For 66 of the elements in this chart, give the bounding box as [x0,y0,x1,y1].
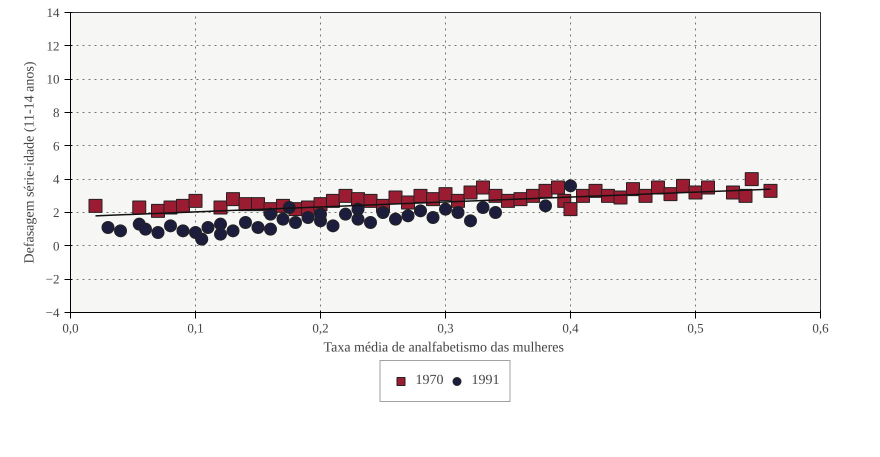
y-tick-label: 8 [53,105,60,120]
y-tick-label: 4 [53,172,60,187]
point [389,212,402,226]
point [289,216,302,229]
point [132,200,146,214]
point [414,204,427,218]
y-tick-label: 14 [46,5,60,20]
point [744,172,759,186]
point [302,211,314,224]
point [564,202,578,216]
point [452,206,464,219]
point [364,216,377,229]
point [152,226,164,239]
point [426,211,440,224]
point [564,179,577,192]
point [264,208,277,221]
point [102,221,114,234]
x-tick-label: 0,4 [562,320,580,336]
point [226,224,240,238]
point [88,198,102,213]
point [438,187,452,202]
y-tick-label: 6 [53,138,60,154]
point [239,216,252,229]
x-tick-label: 0,3 [437,320,454,336]
point [764,184,778,198]
y-tick-label: 0 [53,238,60,254]
x-tick-label: 0,1 [187,320,204,336]
x-tick-label: 0,0 [62,320,79,336]
x-tick-label: 0,2 [312,320,329,336]
y-tick-label: −4 [46,305,60,320]
point [476,180,490,194]
point [226,192,240,206]
y-tick-label: 12 [46,38,60,54]
point [489,206,502,219]
point [176,224,190,238]
point [439,202,452,216]
point [188,194,202,208]
point [164,219,177,232]
y-axis-title: Defasagem série-idade (11-14 anos) [22,61,38,264]
point [339,208,352,221]
point [376,206,390,219]
x-tick-label: 0,6 [812,320,830,336]
point [202,221,214,234]
y-tick-label: 2 [53,205,60,220]
x-tick-label: 0,5 [687,320,704,336]
y-tick-label: −2 [46,272,60,287]
point [139,222,152,236]
point [539,199,552,212]
point [195,232,208,246]
point [402,209,414,222]
point [264,222,277,236]
point [114,224,127,238]
legend-label: 1991 [472,372,500,388]
legend-label: 1970 [416,372,444,388]
point [214,228,227,241]
point [338,188,352,203]
point [464,186,478,200]
point [314,208,327,221]
point [464,214,477,228]
point [551,180,565,194]
point [276,212,290,226]
point [252,221,264,234]
y-tick-label: 10 [46,72,60,87]
point [476,201,490,214]
point [326,219,340,232]
x-axis-title: Taxa média de analfabetismo das mulheres [324,340,564,356]
